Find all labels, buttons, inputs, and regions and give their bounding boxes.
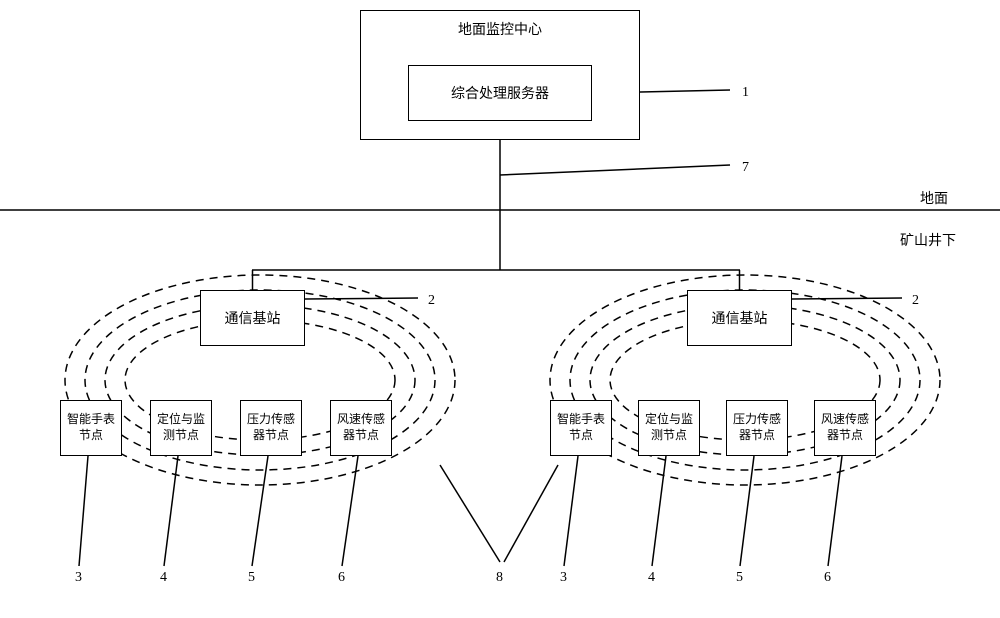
annotation-number: 4 <box>160 570 167 586</box>
base-station-box: 通信基站 <box>687 290 792 346</box>
annotation-number: 2 <box>912 293 919 309</box>
annotation-number: 2 <box>428 293 435 309</box>
sensor-node-box: 压力传感器节点 <box>726 400 788 456</box>
annotation-number: 5 <box>736 570 743 586</box>
base-station-box: 通信基站 <box>200 290 305 346</box>
annotation-number: 6 <box>338 570 345 586</box>
annotation-number: 3 <box>560 570 567 586</box>
sensor-node-box: 压力传感器节点 <box>240 400 302 456</box>
ground-label: 地面 <box>920 188 948 208</box>
server-box: 综合处理服务器 <box>408 65 592 121</box>
annotation-number: 6 <box>824 570 831 586</box>
annotation-number: 4 <box>648 570 655 586</box>
annotation-number: 5 <box>248 570 255 586</box>
center-title: 地面监控中心 <box>458 19 542 39</box>
sensor-node-box: 风速传感器节点 <box>330 400 392 456</box>
sensor-node-box: 智能手表节点 <box>550 400 612 456</box>
annotation-number: 3 <box>75 570 82 586</box>
sensor-node-box: 风速传感器节点 <box>814 400 876 456</box>
sensor-node-box: 定位与监测节点 <box>150 400 212 456</box>
annotation-number: 8 <box>496 570 503 586</box>
sensor-node-box: 智能手表节点 <box>60 400 122 456</box>
annotation-number: 7 <box>742 160 749 176</box>
annotation-number: 1 <box>742 85 749 101</box>
underground-label: 矿山井下 <box>900 230 956 250</box>
server-label: 综合处理服务器 <box>451 83 549 103</box>
sensor-node-box: 定位与监测节点 <box>638 400 700 456</box>
